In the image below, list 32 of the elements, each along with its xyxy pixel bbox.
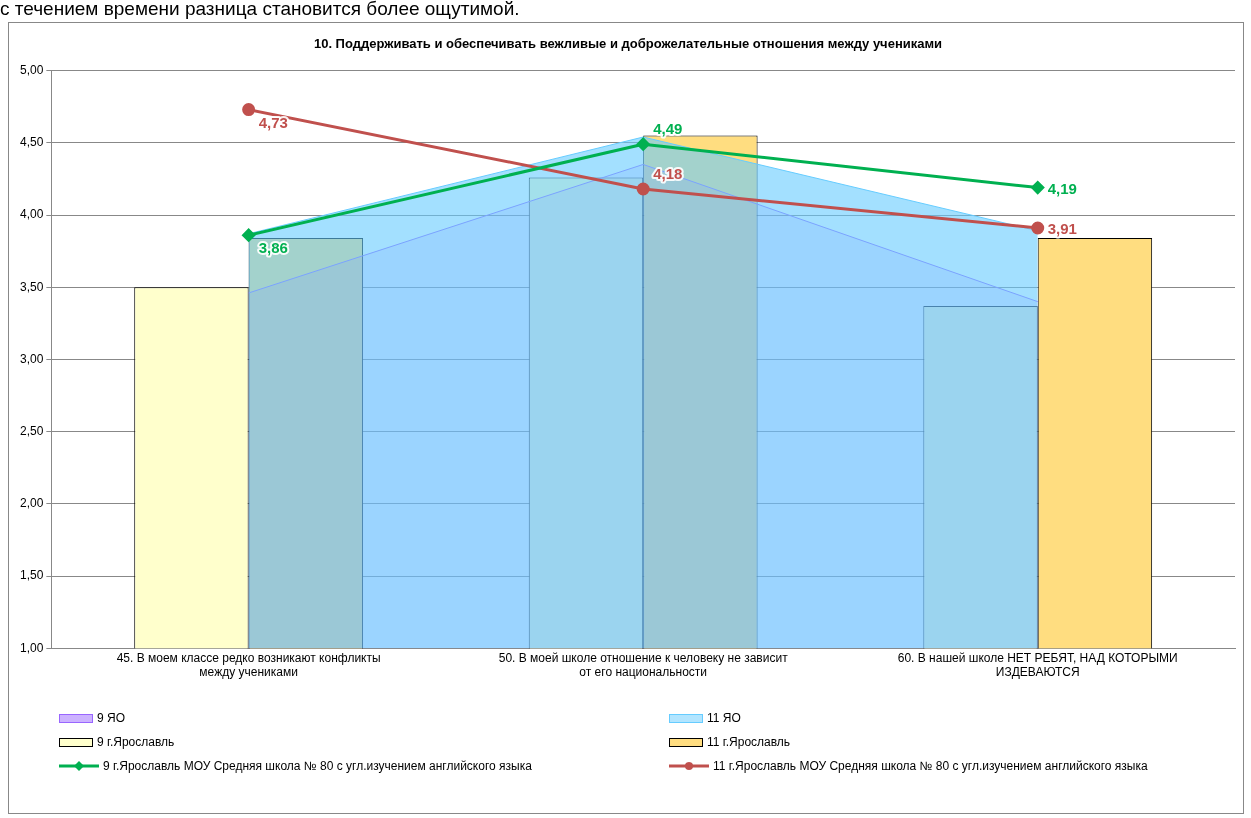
y-tick-label: 2,50 xyxy=(20,423,44,438)
data-label: 4,19 xyxy=(1047,179,1077,197)
point xyxy=(636,182,650,196)
data-label: 4,18 xyxy=(653,165,683,183)
y-tick-label: 5,00 xyxy=(20,62,44,77)
x-tick-label: 45. В моем классе редко возникают конфликты между учениками xyxy=(116,650,381,680)
data-label: 3,86 xyxy=(258,239,288,257)
y-tick-label: 3,50 xyxy=(20,279,44,294)
x-tick-label: 60. В нашей школе НЕТ РЕБЯТ, НАД КОТОРЫМИ ИЗДЕВАЮТСЯ xyxy=(897,650,1178,680)
y-tick-label: 1,50 xyxy=(20,568,44,583)
y-tick-label: 4,00 xyxy=(20,207,44,222)
legend-label: 11 ЯО xyxy=(707,711,741,725)
legend-label: 9 г.Ярославль xyxy=(97,735,175,749)
y-tick-label: 1,00 xyxy=(20,640,44,655)
y-tick-label: 3,00 xyxy=(20,351,44,366)
y-tick-label: 4,50 xyxy=(20,135,44,150)
data-label: 4,49 xyxy=(653,120,683,138)
data-label: 4,73 xyxy=(258,113,288,131)
point xyxy=(242,103,256,117)
legend-label: 9 ЯО xyxy=(97,711,126,725)
legend-label: 11 г.Ярославль xyxy=(707,735,791,749)
y-tick-label: 2,00 xyxy=(20,496,44,511)
data-label: 3,91 xyxy=(1047,220,1077,238)
point xyxy=(242,228,256,242)
legend-label: 9 г.Ярославль МОУ Средняя школа № 80 с угл.изучением английского языка xyxy=(103,759,532,773)
legend-label: 11 г.Ярославль МОУ Средняя школа № 80 с угл.изучением английского языка xyxy=(713,759,1148,773)
point xyxy=(636,137,650,151)
point xyxy=(1031,221,1045,235)
text: с течением времени разница становится более ощутимой. xyxy=(0,0,520,20)
x-tick-label: 50. В моей школе отношение к человеку не зависит от его национальности xyxy=(498,650,789,680)
point xyxy=(1031,181,1045,195)
chart-title: 10. Поддерживать и обеспечивать вежливые и доброжелательные отношения между учениками xyxy=(313,36,943,52)
